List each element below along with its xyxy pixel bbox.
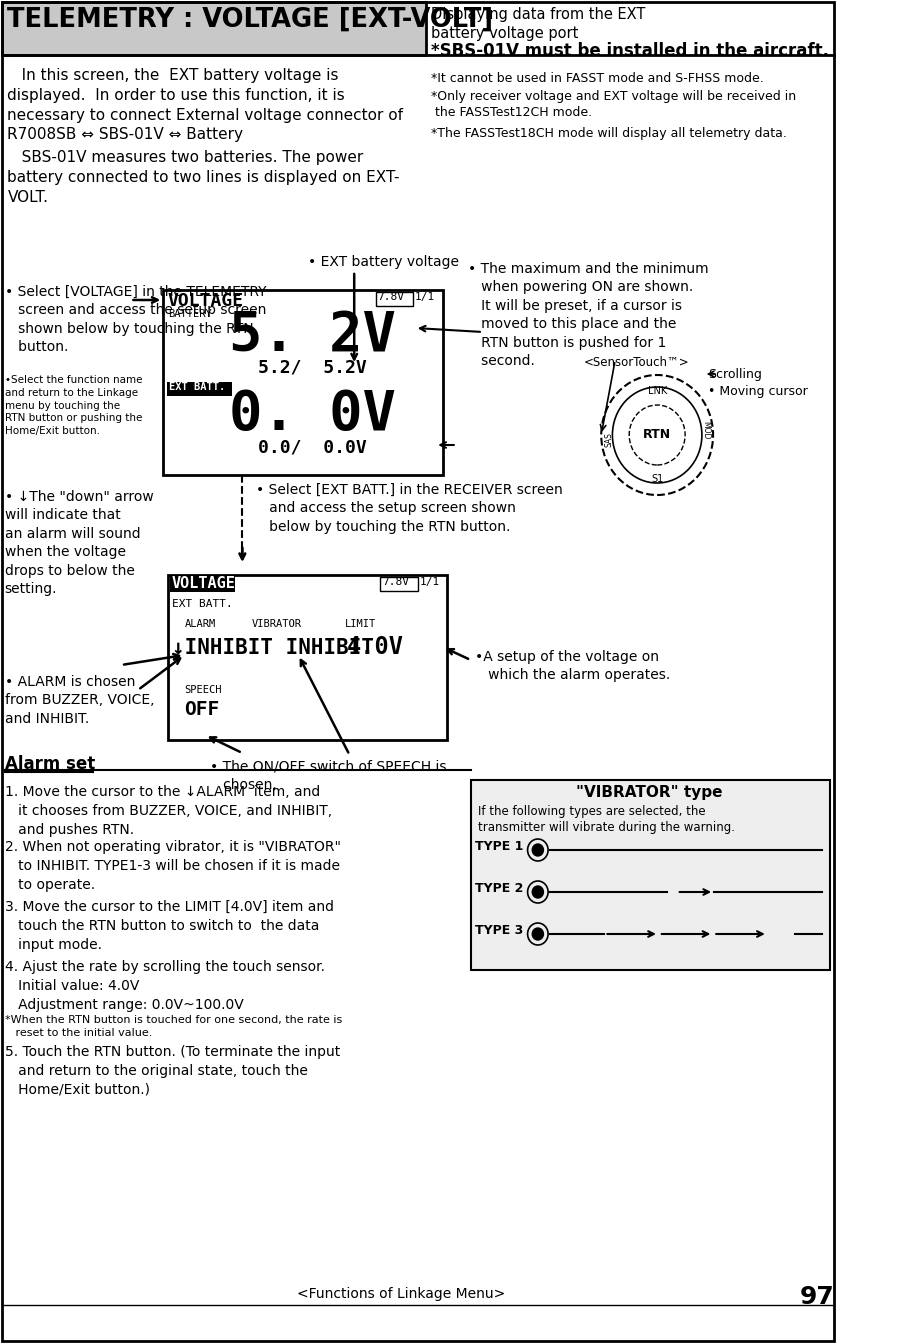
Text: 1/1: 1/1 [420,577,440,587]
Text: • Select [EXT BATT.] in the RECEIVER screen
   and access the setup screen shown: • Select [EXT BATT.] in the RECEIVER scr… [257,483,563,533]
Text: *SBS-01V must be installed in the aircraft.: *SBS-01V must be installed in the aircra… [431,42,829,60]
Text: *It cannot be used in FASST mode and S-FHSS mode.: *It cannot be used in FASST mode and S-F… [431,73,763,85]
Text: TELEMETRY : VOLTAGE [EXT-VOLT]: TELEMETRY : VOLTAGE [EXT-VOLT] [6,7,492,34]
Text: 4. Ajust the rate by scrolling the touch sensor.
   Initial value: 4.0V
   Adjus: 4. Ajust the rate by scrolling the touch… [4,960,325,1011]
Text: EXT BATT.: EXT BATT. [171,599,232,608]
Text: SBS-01V measures two batteries. The power
battery connected to two lines is disp: SBS-01V measures two batteries. The powe… [7,150,400,204]
Text: 7.8V: 7.8V [378,291,405,302]
Text: 2. When not operating vibrator, it is "VIBRATOR"
   to INHIBIT. TYPE1-3 will be : 2. When not operating vibrator, it is "V… [4,839,341,892]
Text: In this screen, the  EXT battery voltage is
displayed.  In order to use this fun: In this screen, the EXT battery voltage … [7,68,404,142]
FancyBboxPatch shape [471,780,830,970]
Text: MOD: MOD [701,420,710,439]
Circle shape [532,886,544,898]
Text: 5. Touch the RTN button. (To terminate the input
   and return to the original s: 5. Touch the RTN button. (To terminate t… [4,1045,340,1097]
Text: • The ON/OFF switch of SPEECH is
   chosen.: • The ON/OFF switch of SPEECH is chosen. [210,760,446,792]
Text: •Select the function name
and return to the Linkage
menu by touching the
RTN but: •Select the function name and return to … [4,375,142,436]
Text: <Functions of Linkage Menu>: <Functions of Linkage Menu> [297,1287,505,1301]
Text: VIBRATOR: VIBRATOR [252,619,301,629]
Text: 1. Move the cursor to the ↓ALARM  item, and
   it chooses from BUZZER, VOICE, an: 1. Move the cursor to the ↓ALARM item, a… [4,786,332,837]
Text: 5. 2V: 5. 2V [229,310,396,363]
Text: SPEECH: SPEECH [185,685,222,694]
Text: • ↓The "down" arrow
will indicate that
an alarm will sound
when the voltage
drop: • ↓The "down" arrow will indicate that a… [4,490,153,596]
Text: 3. Move the cursor to the LIMIT [4.0V] item and
   touch the RTN button to switc: 3. Move the cursor to the LIMIT [4.0V] i… [4,900,334,952]
Text: <SensorTouch™>: <SensorTouch™> [584,356,689,369]
FancyBboxPatch shape [376,291,413,306]
Text: LNK: LNK [648,385,666,396]
Text: • Moving cursor: • Moving cursor [709,385,808,398]
FancyBboxPatch shape [2,1,426,55]
Text: LIMIT: LIMIT [344,619,376,629]
Text: •A setup of the voltage on
   which the alarm operates.: •A setup of the voltage on which the ala… [475,650,671,682]
Text: 4.0V: 4.0V [347,635,404,659]
Text: 7.8V: 7.8V [382,577,409,587]
Text: 5.2/  5.2V: 5.2/ 5.2V [258,359,367,376]
Text: 0.0/  0.0V: 0.0/ 0.0V [258,438,367,457]
FancyBboxPatch shape [168,575,448,740]
Text: 1/1: 1/1 [414,291,435,302]
Text: VOLTAGE: VOLTAGE [168,291,244,310]
FancyBboxPatch shape [167,381,232,396]
Text: VOLTAGE: VOLTAGE [171,576,235,591]
Circle shape [532,843,544,855]
Text: TYPE 1: TYPE 1 [475,839,524,853]
Circle shape [532,928,544,940]
Text: TYPE 2: TYPE 2 [475,882,524,894]
Text: Scrolling: Scrolling [709,368,762,381]
Text: 97: 97 [800,1285,834,1309]
Text: RTN: RTN [643,428,671,442]
Text: OFF: OFF [185,700,220,719]
Text: • EXT battery voltage: • EXT battery voltage [308,255,458,269]
Text: TYPE 3: TYPE 3 [475,924,524,937]
Text: EXT BATT.: EXT BATT. [169,381,225,392]
Text: • The maximum and the minimum
   when powering ON are shown.
   It will be prese: • The maximum and the minimum when power… [468,262,709,368]
Text: SAS: SAS [605,432,614,447]
Text: Displaying data from the EXT
battery voltage port: Displaying data from the EXT battery vol… [431,7,645,42]
Text: *When the RTN button is touched for one second, the rate is
   reset to the init: *When the RTN button is touched for one … [4,1015,342,1038]
Text: 0. 0V: 0. 0V [229,388,396,441]
Text: S1: S1 [651,474,663,483]
Text: • ALARM is chosen
from BUZZER, VOICE,
and INHIBIT.: • ALARM is chosen from BUZZER, VOICE, an… [4,676,154,725]
Text: *Only receiver voltage and EXT voltage will be received in
 the FASSTest12CH mod: *Only receiver voltage and EXT voltage w… [431,90,796,120]
Text: • Select [VOLTAGE] in the TELEMETRY
   screen and access the setup screen
   sho: • Select [VOLTAGE] in the TELEMETRY scre… [4,285,266,355]
Text: *The FASSTest18CH mode will display all telemetry data.: *The FASSTest18CH mode will display all … [431,128,787,140]
FancyBboxPatch shape [380,577,418,591]
Text: If the following types are selected, the
transmitter will vibrate during the war: If the following types are selected, the… [478,804,736,834]
Text: ALARM: ALARM [185,619,216,629]
Text: BATTERY: BATTERY [168,309,212,320]
Text: "VIBRATOR" type: "VIBRATOR" type [577,786,723,800]
FancyBboxPatch shape [170,575,235,592]
Text: Alarm set: Alarm set [4,755,95,774]
Text: ↓INHIBIT INHIBIT: ↓INHIBIT INHIBIT [171,638,373,658]
FancyBboxPatch shape [163,290,443,475]
